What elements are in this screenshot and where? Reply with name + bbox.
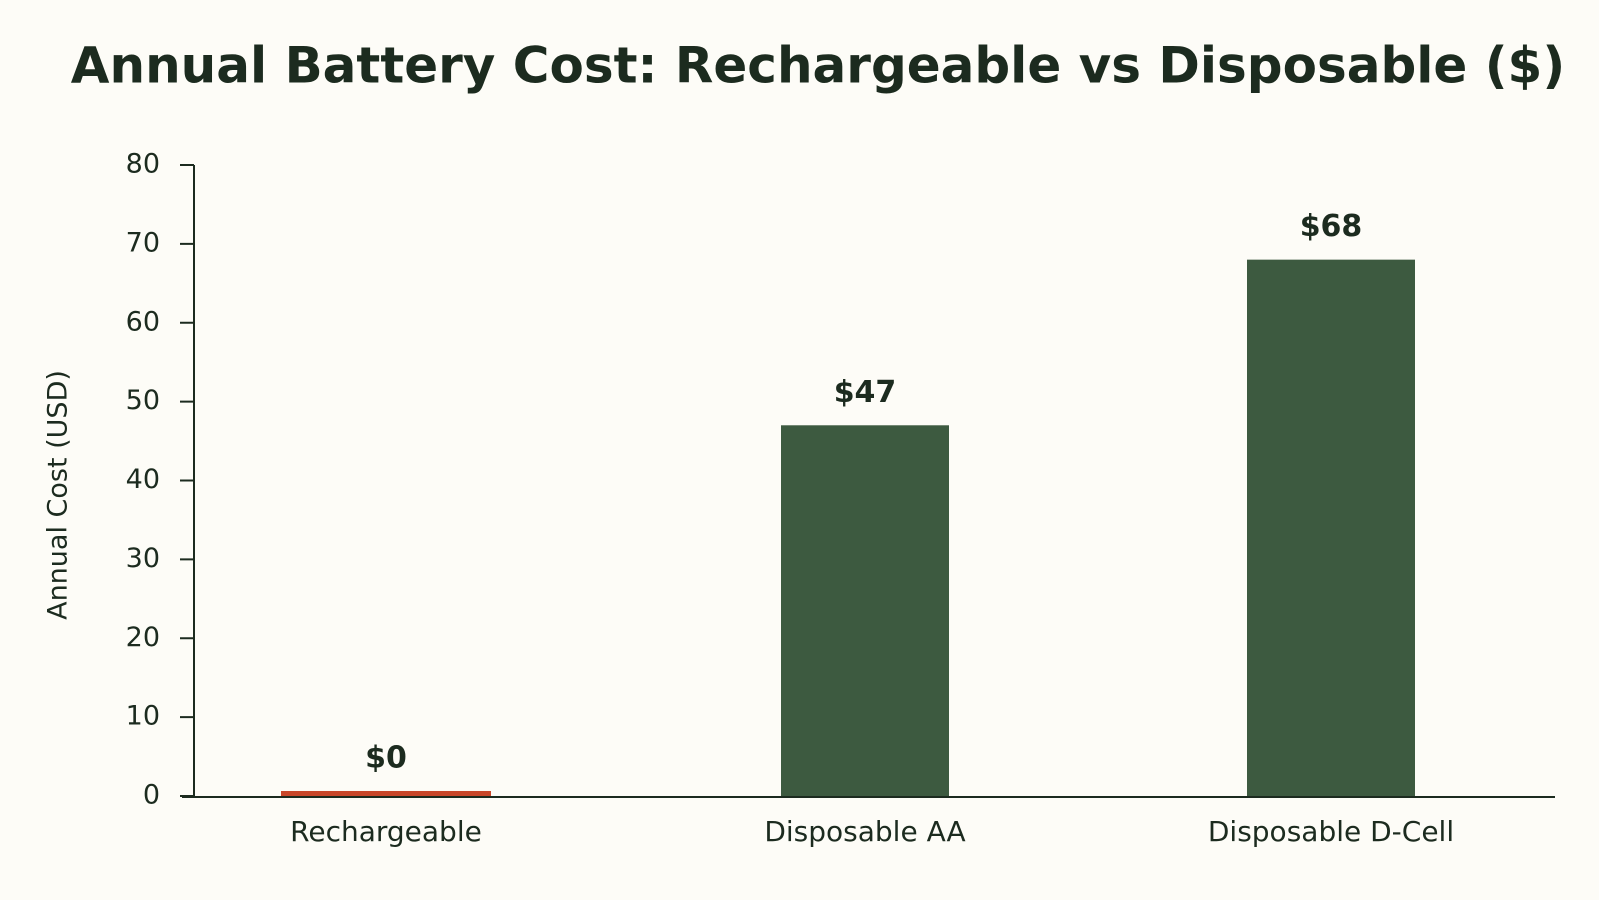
y-tick-label: 30	[126, 543, 160, 574]
y-tick-label: 60	[126, 306, 160, 337]
y-tick-label: 10	[126, 701, 160, 732]
y-axis-label: Annual Cost (USD)	[43, 370, 74, 620]
y-tick-label: 70	[126, 227, 160, 258]
x-tick-label: Disposable D-Cell	[1208, 815, 1454, 848]
y-tick-label: 0	[143, 780, 160, 811]
bar	[1247, 259, 1415, 796]
x-tick-label: Rechargeable	[290, 815, 482, 848]
y-tick-label: 20	[126, 622, 160, 653]
y-tick-label: 80	[126, 149, 160, 180]
y-tick-label: 40	[126, 464, 160, 495]
chart-title: Annual Battery Cost: Rechargeable vs Dis…	[71, 37, 1565, 95]
bar	[281, 791, 491, 796]
value-label: $68	[1300, 209, 1363, 244]
bar	[781, 425, 949, 796]
value-label: $0	[365, 741, 407, 776]
value-label: $47	[834, 375, 897, 410]
x-tick-label: Disposable AA	[764, 815, 965, 848]
y-tick-label: 50	[126, 385, 160, 416]
